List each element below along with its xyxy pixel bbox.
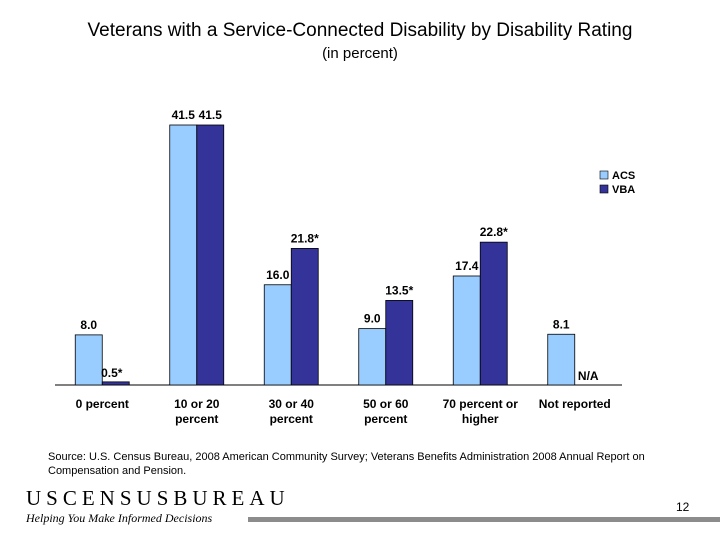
legend-swatch-vba xyxy=(599,184,609,194)
x-tick-label: Not reported xyxy=(539,397,611,411)
data-label: 0.5* xyxy=(101,366,123,380)
bar-acs xyxy=(169,124,198,386)
x-tick-label: 0 percent xyxy=(76,397,129,411)
data-label: 17.4 xyxy=(455,259,479,273)
chart-subtitle: (in percent) xyxy=(322,45,398,62)
legend-swatch-acs xyxy=(599,170,609,180)
bar-acs xyxy=(263,284,292,386)
page-number: 12 xyxy=(676,500,690,514)
bar-acs xyxy=(358,328,387,386)
x-tick-label: 30 or 40 percent xyxy=(269,397,315,426)
bar-vba xyxy=(479,241,508,386)
bar-vba xyxy=(196,124,225,386)
census-bureau-logo: USCENSUSBUREAU xyxy=(26,486,290,510)
bar-vba xyxy=(101,381,130,386)
data-label: 41.5 xyxy=(199,108,223,122)
data-label: 13.5* xyxy=(385,283,413,297)
tagline: Helping You Make Informed Decisions xyxy=(26,511,213,525)
data-label: 41.5 xyxy=(172,108,196,122)
x-tick-label: 10 or 20 percent xyxy=(174,397,220,426)
legend-label: VBA xyxy=(612,184,635,196)
legend-label: ACS xyxy=(612,170,635,182)
data-label: 16.0 xyxy=(266,268,290,282)
data-label: 22.8* xyxy=(480,225,508,239)
chart-title: Veterans with a Service-Connected Disabi… xyxy=(87,20,633,41)
bar-vba xyxy=(385,300,414,386)
footer-divider xyxy=(248,517,720,522)
data-label: 8.0 xyxy=(80,318,97,332)
source-note: Source: U.S. Census Bureau, 2008 America… xyxy=(48,451,645,477)
data-label: N/A xyxy=(578,369,599,383)
bar-acs xyxy=(74,334,103,386)
bar-acs xyxy=(547,333,576,386)
bar-acs xyxy=(452,275,481,386)
data-label: 21.8* xyxy=(291,231,319,245)
bar-vba xyxy=(290,248,319,386)
data-label: 9.0 xyxy=(364,312,381,326)
x-tick-label: 70 percent or higher xyxy=(443,397,519,426)
data-label: 8.1 xyxy=(553,317,570,331)
x-tick-label: 50 or 60 percent xyxy=(363,397,409,426)
